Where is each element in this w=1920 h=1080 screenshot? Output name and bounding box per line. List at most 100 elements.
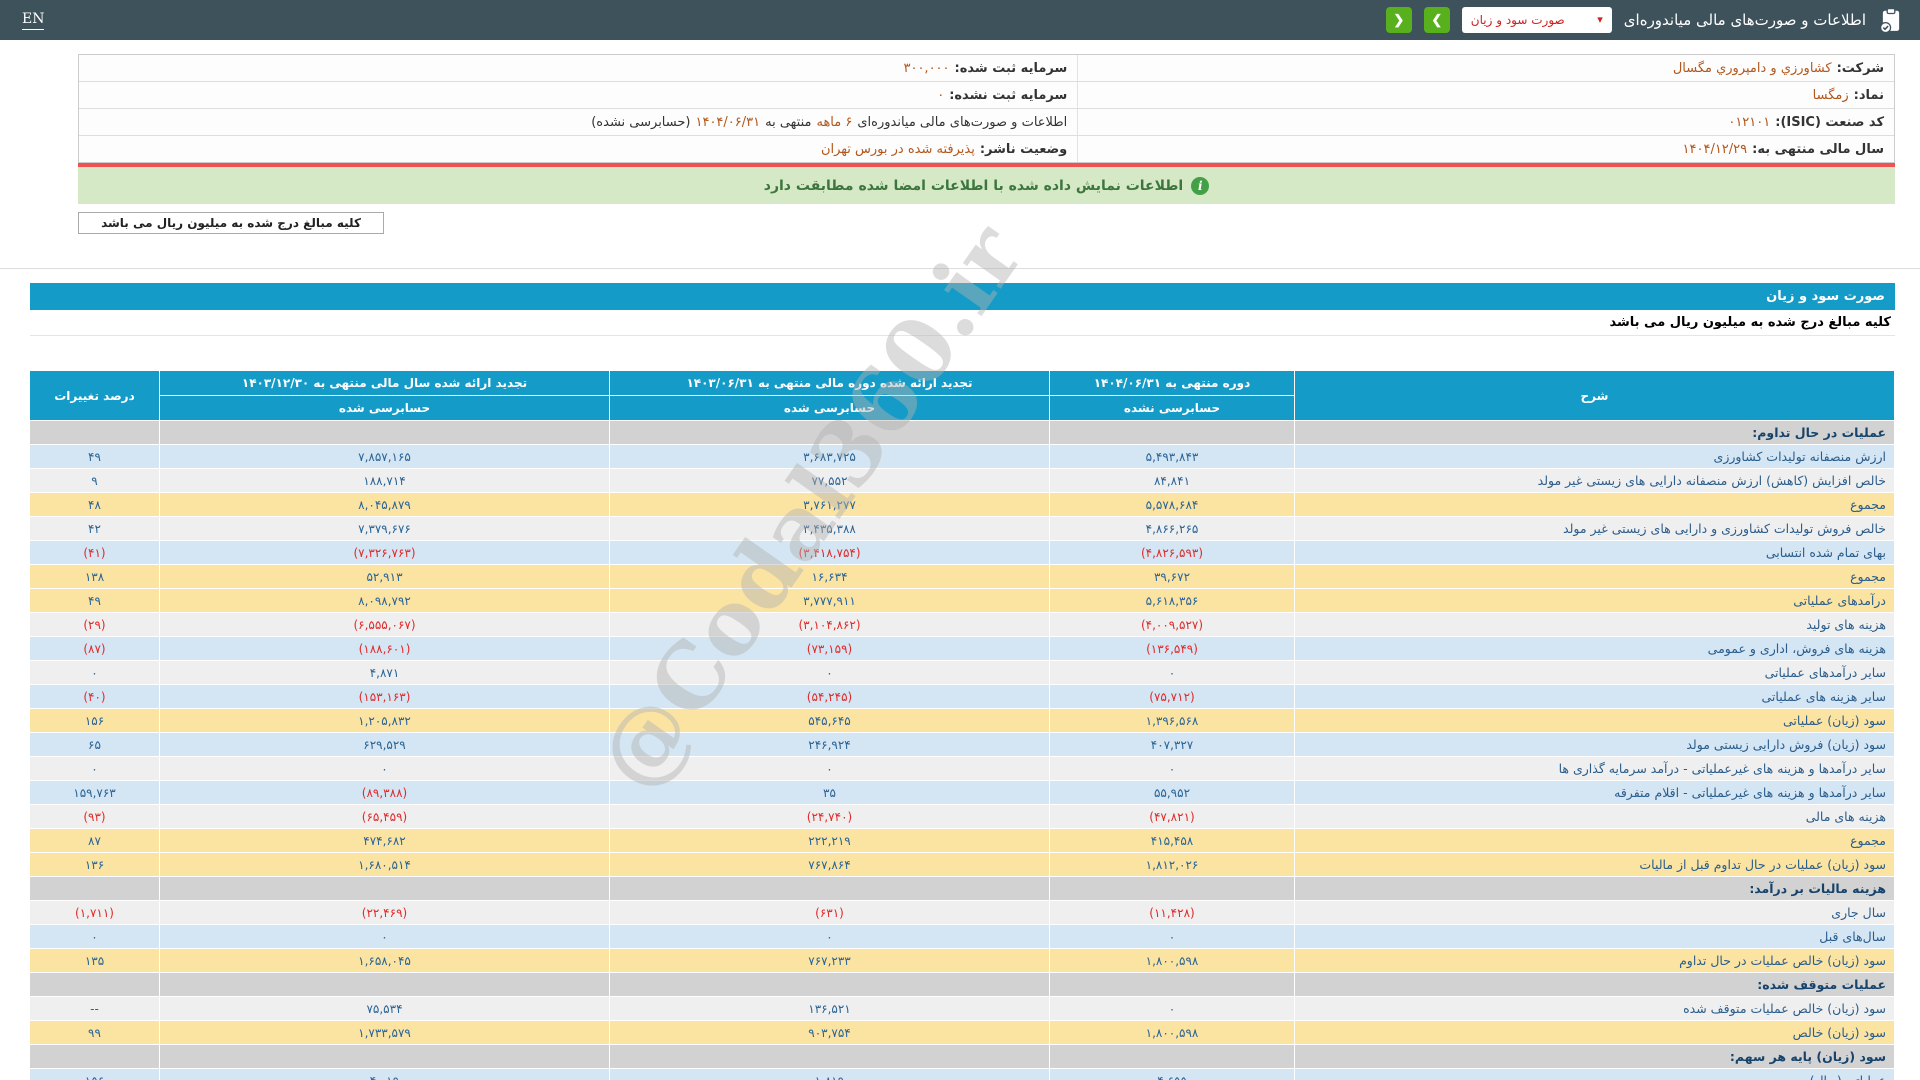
row-value-v1 [1049, 1044, 1295, 1069]
row-value-v1: ۵,۴۹۳,۸۴۳ [1049, 444, 1295, 469]
row-label: سود (زیان) عملیات در حال تداوم قبل از ما… [1294, 852, 1895, 877]
row-value-v3: (۶,۵۵۵,۰۶۷) [159, 612, 610, 637]
row-value-v3: ۶۲۹,۵۲۹ [159, 732, 610, 757]
row-value-v2: ۰ [609, 924, 1050, 949]
registered-capital-value: ۳۰۰,۰۰۰ [903, 60, 950, 76]
info-row: سال مالی منتهی به: ۱۴۰۴/۱۲/۲۹ وضعیت ناشر… [79, 136, 1894, 162]
col-subheader-audited-1: حسابرسی شده [609, 395, 1050, 421]
row-label: سایر درآمدها و هزینه های غیرعملیاتی - اق… [1294, 780, 1895, 805]
table-row: مجموع ۴۱۵,۴۵۸ ۲۲۲,۲۱۹ ۴۷۴,۶۸۲ ۸۷ [29, 828, 1895, 853]
row-value-v3: (۲۲,۴۶۹) [159, 900, 610, 925]
row-value-pct: ۱۳۸ [29, 564, 160, 589]
row-value-v3: ۰ [159, 924, 610, 949]
row-value-v1: ۳۹,۶۷۲ [1049, 564, 1295, 589]
signed-data-notice-text: اطلاعات نمایش داده شده با اطلاعات امضا ش… [763, 177, 1184, 194]
row-label: سود (زیان) فروش دارایی زیستی مولد [1294, 732, 1895, 757]
issuer-status-label: وضعیت ناشر: [979, 141, 1068, 157]
row-value-pct: (۹۳) [29, 804, 160, 829]
chevron-left-icon: ❮ [1393, 12, 1405, 27]
table-row: سود (زیان) عملیات در حال تداوم قبل از ما… [29, 852, 1895, 877]
row-label: سال‌های قبل [1294, 924, 1895, 949]
row-value-v3: ۴,۰۱۹ [159, 1068, 610, 1080]
col-header-prior-period: تجدید ارائه شده دوره مالی منتهی به ۱۴۰۳/… [609, 370, 1050, 396]
row-value-v2 [609, 972, 1050, 997]
row-value-pct: ۹ [29, 468, 160, 493]
table-row: سایر درآمدها و هزینه های غیرعملیاتی - در… [29, 756, 1895, 781]
row-value-v1: ۱,۳۹۶,۵۶۸ [1049, 708, 1295, 733]
row-value-pct [29, 420, 160, 445]
row-label: ارزش منصفانه تولیدات کشاورزی [1294, 444, 1895, 469]
prev-statement-button[interactable]: ❮ [1385, 7, 1412, 33]
table-row: خالص افزایش (کاهش) ارزش منصفانه دارایی ه… [29, 468, 1895, 493]
statement-period-cell: اطلاعات و صورت‌های مالی میاندوره‌ای ۶ ما… [79, 109, 1077, 135]
statement-type-dropdown[interactable]: ▾ صورت سود و زیان [1461, 7, 1612, 33]
row-value-v2: (۲۴,۷۴۰) [609, 804, 1050, 829]
signed-data-notice: i اطلاعات نمایش داده شده با اطلاعات امضا… [78, 167, 1895, 204]
next-statement-button[interactable]: ❯ [1423, 7, 1450, 33]
row-value-v3: ۷,۸۵۷,۱۶۵ [159, 444, 610, 469]
row-value-v1: ۰ [1049, 660, 1295, 685]
row-value-v1: (۱۱,۴۲۸) [1049, 900, 1295, 925]
row-value-v2: (۵۴,۲۴۵) [609, 684, 1050, 709]
row-value-v3: ۱۸۸,۷۱۴ [159, 468, 610, 493]
row-value-v2: (۳,۴۱۸,۷۵۴) [609, 540, 1050, 565]
row-value-pct: ۱۵۶ [29, 708, 160, 733]
row-value-v3: ۱,۶۵۸,۰۴۵ [159, 948, 610, 973]
row-value-pct: ۴۲ [29, 516, 160, 541]
row-label: هزینه های تولید [1294, 612, 1895, 637]
row-value-v1: ۰ [1049, 756, 1295, 781]
statement-unit-note: کلیه مبالغ درج شده به میلیون ریال می باش… [30, 310, 1895, 336]
table-row: خالص فروش تولیدات کشاورزی و دارایی های ز… [29, 516, 1895, 541]
row-value-pct: (۱,۷۱۱) [29, 900, 160, 925]
row-value-v1: ۵,۵۷۸,۶۸۴ [1049, 492, 1295, 517]
row-label: سود (زیان) خالص [1294, 1020, 1895, 1045]
row-value-pct: ۴۸ [29, 492, 160, 517]
row-value-v2: ۳۵ [609, 780, 1050, 805]
company-info-table: شرکت: کشاورزي و دامپروري مگسال سرمایه ثب… [78, 54, 1895, 163]
info-row: شرکت: کشاورزي و دامپروري مگسال سرمایه ثب… [79, 55, 1894, 82]
chevron-down-icon: ▾ [1597, 12, 1603, 26]
row-value-v2: (۷۳,۱۵۹) [609, 636, 1050, 661]
statement-middle: منتهی به [765, 114, 812, 130]
issuer-status-value: پذیرفته شده در بورس تهران [820, 141, 975, 157]
row-value-pct: ۹۹ [29, 1020, 160, 1045]
row-value-v2: ۲۲۲,۲۱۹ [609, 828, 1050, 853]
row-value-v3: ۵۲,۹۱۳ [159, 564, 610, 589]
row-value-v2: ۱,۸۱۹ [609, 1068, 1050, 1080]
row-value-v3: (۶۵,۴۵۹) [159, 804, 610, 829]
row-label: سود (زیان) خالص عملیات متوقف شده [1294, 996, 1895, 1021]
row-value-v3: (۱۸۸,۶۰۱) [159, 636, 610, 661]
row-value-v1: ۵۵,۹۵۲ [1049, 780, 1295, 805]
row-label: عملیاتی (ریال) [1294, 1068, 1895, 1080]
row-value-v3: ۴۷۴,۶۸۲ [159, 828, 610, 853]
row-value-v3: (۱۵۳,۱۶۳) [159, 684, 610, 709]
isic-label: کد صنعت (ISIC): [1775, 114, 1884, 130]
row-value-pct: ۰ [29, 924, 160, 949]
row-value-v3: ۱,۶۸۰,۵۱۴ [159, 852, 610, 877]
row-value-v2: ۹۰۳,۷۵۴ [609, 1020, 1050, 1045]
row-value-v3: ۸,۰۴۵,۸۷۹ [159, 492, 610, 517]
row-value-pct: (۴۱) [29, 540, 160, 565]
table-row: سود (زیان) خالص عملیات متوقف شده ۰ ۱۳۶,۵۲۱… [29, 996, 1895, 1021]
statement-date: ۱۴۰۴/۰۶/۳۱ [695, 114, 761, 130]
income-table-body: عملیات در حال تداوم: ارزش منصفانه تولیدات… [29, 420, 1895, 1080]
row-value-v3 [159, 420, 610, 445]
row-value-pct: (۸۷) [29, 636, 160, 661]
col-header-prior-year: تجدید ارائه شده سال مالی منتهی به ۱۴۰۳/۱… [159, 370, 610, 396]
language-switch-link[interactable]: EN [22, 11, 45, 30]
registered-capital-label: سرمایه ثبت شده: [954, 60, 1068, 76]
row-value-pct: ۱۵۹,۷۶۳ [29, 780, 160, 805]
unregistered-capital-value: ۰ [937, 87, 945, 103]
row-value-v1: ۱,۸۰۰,۵۹۸ [1049, 1020, 1295, 1045]
row-value-v3: ۱,۲۰۵,۸۳۲ [159, 708, 610, 733]
row-label: سایر هزینه های عملیاتی [1294, 684, 1895, 709]
row-value-pct [29, 1044, 160, 1069]
row-value-pct: -- [29, 996, 160, 1021]
statement-suffix: (حسابرسی نشده) [591, 114, 691, 130]
unregistered-capital-label: سرمایه ثبت نشده: [949, 87, 1068, 103]
row-label: سود (زیان) عملیاتی [1294, 708, 1895, 733]
symbol-label: نماد: [1853, 87, 1884, 103]
table-row: سایر درآمدها و هزینه های غیرعملیاتی - اق… [29, 780, 1895, 805]
row-value-v2: ۳,۷۷۷,۹۱۱ [609, 588, 1050, 613]
